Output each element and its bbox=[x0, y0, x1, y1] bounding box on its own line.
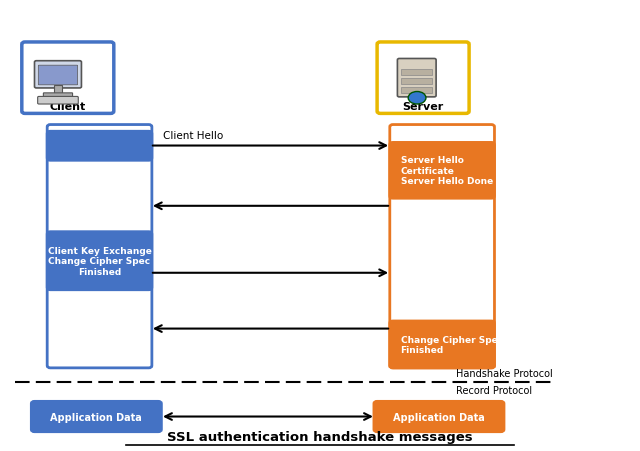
Circle shape bbox=[408, 92, 426, 105]
FancyBboxPatch shape bbox=[390, 321, 495, 368]
Text: Change Cipher Spec
Finished: Change Cipher Spec Finished bbox=[401, 335, 502, 354]
FancyBboxPatch shape bbox=[54, 86, 63, 95]
FancyBboxPatch shape bbox=[38, 97, 78, 105]
FancyBboxPatch shape bbox=[374, 401, 504, 432]
FancyBboxPatch shape bbox=[390, 125, 495, 368]
Text: Client Hello: Client Hello bbox=[163, 131, 223, 141]
FancyBboxPatch shape bbox=[38, 66, 77, 86]
Text: Client: Client bbox=[50, 101, 86, 111]
Text: SSL authentication handshake messages: SSL authentication handshake messages bbox=[167, 430, 473, 443]
FancyBboxPatch shape bbox=[397, 60, 436, 98]
FancyBboxPatch shape bbox=[44, 94, 72, 99]
Text: Handshake Protocol: Handshake Protocol bbox=[456, 368, 553, 378]
Text: Client Key Exchange
Change Cipher Spec
Finished: Client Key Exchange Change Cipher Spec F… bbox=[47, 246, 152, 276]
Text: Server: Server bbox=[403, 101, 444, 111]
FancyBboxPatch shape bbox=[35, 62, 81, 89]
Text: Application Data: Application Data bbox=[51, 412, 142, 422]
FancyBboxPatch shape bbox=[47, 232, 152, 290]
FancyBboxPatch shape bbox=[47, 132, 152, 161]
FancyBboxPatch shape bbox=[31, 401, 161, 432]
FancyBboxPatch shape bbox=[22, 43, 114, 114]
FancyBboxPatch shape bbox=[401, 69, 432, 76]
FancyBboxPatch shape bbox=[377, 43, 469, 114]
Text: Record Protocol: Record Protocol bbox=[456, 385, 532, 395]
FancyBboxPatch shape bbox=[401, 87, 432, 94]
FancyBboxPatch shape bbox=[390, 143, 495, 199]
Text: Application Data: Application Data bbox=[393, 412, 485, 422]
FancyBboxPatch shape bbox=[401, 78, 432, 85]
Text: Server Hello
Certificate
Server Hello Done: Server Hello Certificate Server Hello Do… bbox=[401, 156, 493, 186]
FancyBboxPatch shape bbox=[47, 125, 152, 368]
